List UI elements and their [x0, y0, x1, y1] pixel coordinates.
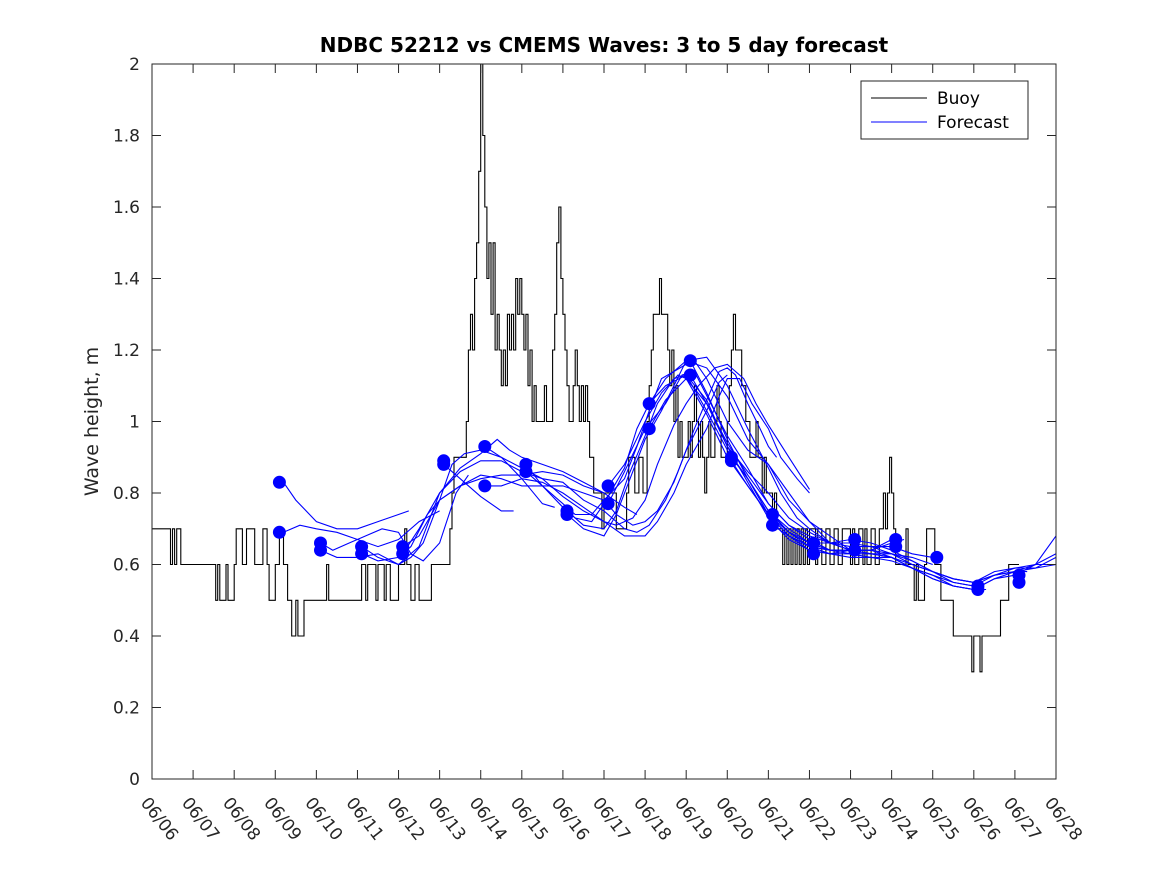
forecast-start-marker	[437, 457, 451, 471]
forecast-start-marker	[355, 547, 369, 561]
forecast-start-marker	[314, 543, 327, 557]
forecast-start-marker	[848, 533, 862, 546]
legend: Buoy Forecast	[860, 80, 1029, 140]
forecast-series-line-16	[607, 374, 933, 558]
series-layer	[152, 64, 1056, 673]
y-tick-label: 1.8	[113, 127, 140, 147]
forecast-start-marker	[272, 525, 286, 539]
marker-layer	[272, 354, 1026, 596]
forecast-start-marker	[519, 465, 533, 479]
legend-entry-forecast: Forecast	[937, 113, 1009, 133]
forecast-start-marker	[683, 354, 697, 368]
y-tick-label: 0.2	[113, 699, 140, 719]
y-tick-label: 2	[129, 55, 140, 75]
forecast-start-marker	[683, 368, 697, 382]
forecast-series-line-11	[484, 363, 810, 526]
forecast-start-marker	[601, 497, 615, 511]
forecast-series-line-17	[607, 370, 933, 566]
forecast-start-marker	[766, 508, 779, 521]
forecast-start-marker	[889, 540, 903, 554]
y-tick-label: 1.4	[113, 270, 140, 290]
forecast-start-marker	[930, 550, 944, 564]
forecast-series-line-19	[648, 377, 987, 591]
forecast-series-line-10	[484, 378, 810, 537]
forecast-series-line-3	[320, 474, 469, 562]
y-tick-label: 0.8	[113, 484, 140, 504]
y-tick-label: 1.2	[113, 341, 140, 361]
y-tick-label: 0.6	[113, 556, 140, 576]
legend-box	[860, 80, 1029, 140]
y-tick-label: 0	[129, 770, 140, 790]
y-axis: 0 0.2 0.4 0.6 0.8 1 1.2 1.4 1.6 1.8 2	[113, 55, 1056, 790]
forecast-series-line-9	[443, 463, 514, 512]
forecast-start-marker	[1012, 575, 1026, 589]
forecast-series-line-15	[566, 356, 905, 551]
legend-entry-buoy: Buoy	[937, 89, 980, 109]
y-tick-label: 1.6	[113, 198, 140, 218]
forecast-start-marker	[724, 454, 738, 468]
forecast-start-marker	[971, 583, 985, 596]
forecast-start-marker	[478, 440, 492, 453]
forecast-start-marker	[560, 508, 574, 521]
forecast-start-marker	[642, 422, 656, 436]
plot-area	[152, 64, 1056, 779]
y-axis-label: Wave height, m	[81, 347, 103, 496]
chart-title: NDBC 52212 vs CMEMS Waves: 3 to 5 day fo…	[320, 33, 889, 57]
y-tick-label: 0.4	[113, 627, 140, 647]
forecast-start-marker	[642, 397, 656, 411]
forecast-series-line-1	[283, 481, 409, 530]
forecast-start-marker	[272, 475, 286, 489]
forecast-start-marker	[478, 479, 492, 493]
forecast-start-marker	[807, 547, 821, 561]
buoy-series-line	[152, 64, 1019, 673]
forecast-start-marker	[848, 543, 862, 557]
y-tick-label: 1	[129, 413, 140, 433]
forecast-start-marker	[807, 536, 821, 550]
forecast-start-marker	[601, 479, 615, 493]
forecast-start-marker	[766, 518, 779, 532]
forecast-series-line-8	[402, 367, 778, 555]
forecast-start-marker	[396, 547, 410, 561]
